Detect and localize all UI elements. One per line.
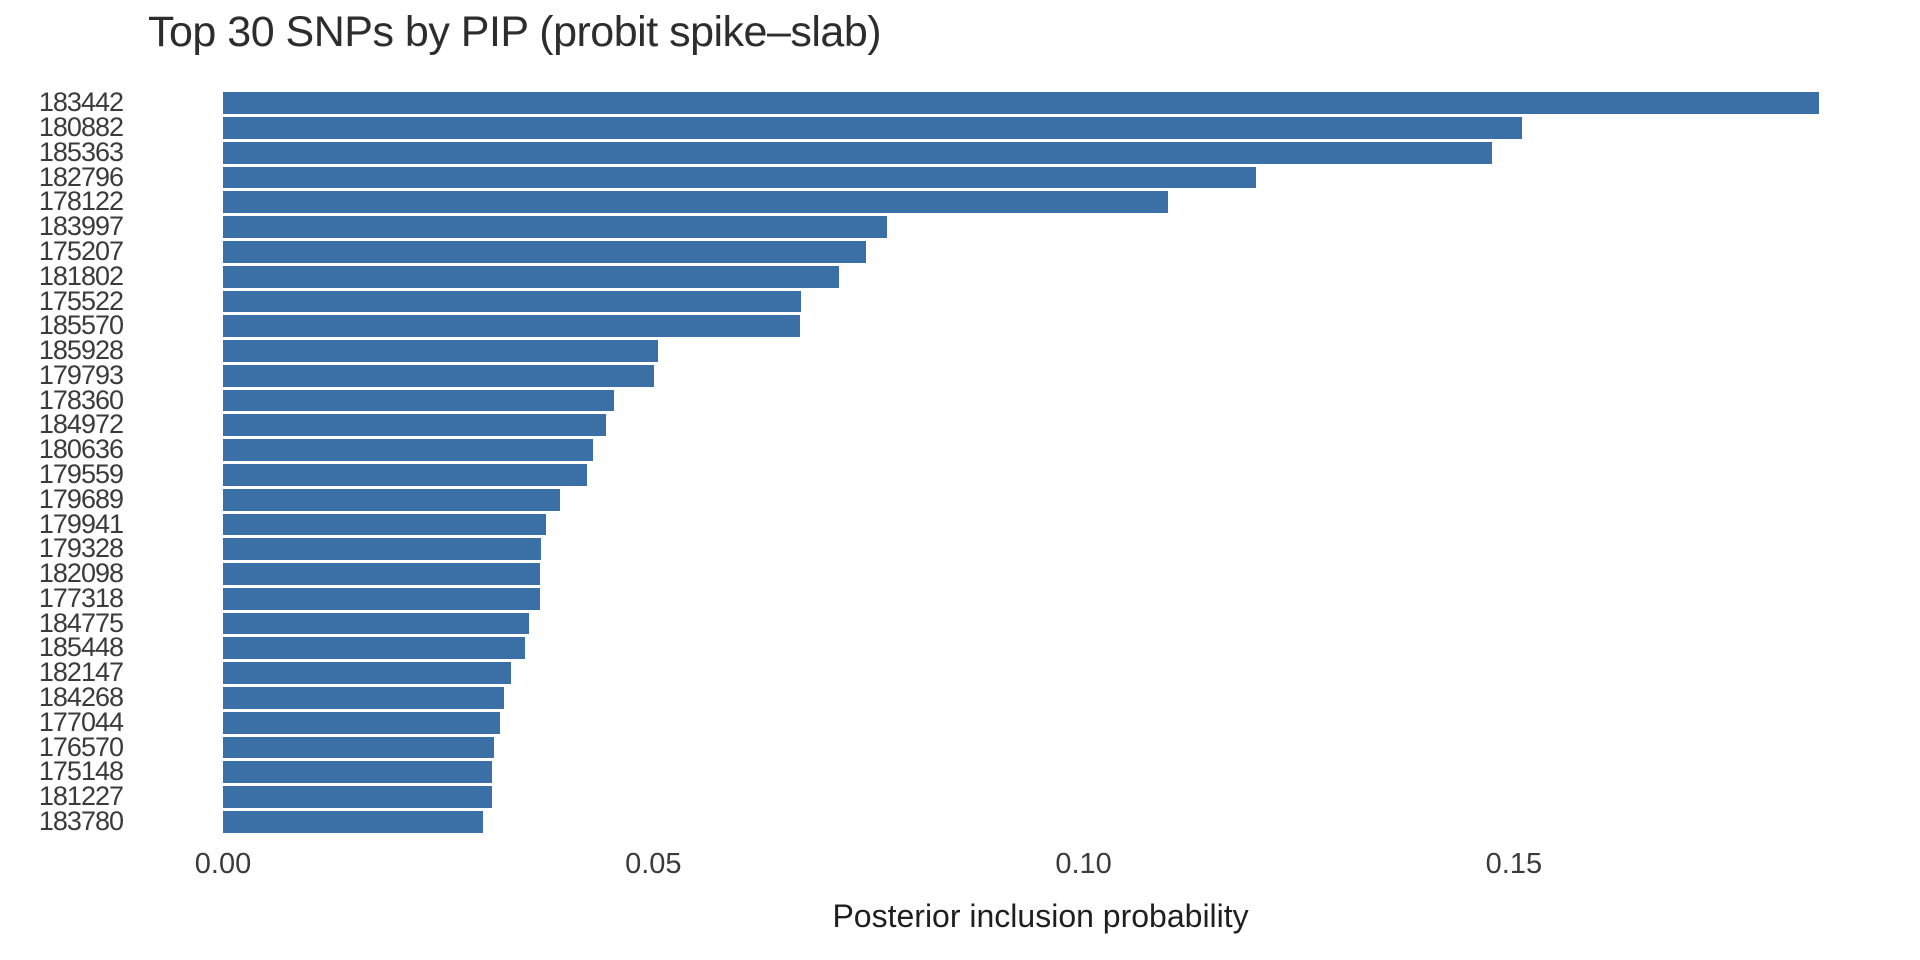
bar	[223, 265, 840, 288]
y-tick-label: 177318	[38, 582, 124, 613]
bar	[223, 240, 866, 263]
y-tick-label: 183780	[38, 805, 124, 836]
bar	[223, 538, 541, 561]
bar-row	[223, 587, 540, 610]
bar	[223, 414, 606, 437]
bar	[223, 786, 492, 808]
y-tick-label: 176570	[38, 731, 124, 762]
bar-row	[223, 191, 1168, 214]
bar	[223, 488, 561, 511]
x-tick-label: 0.00	[194, 848, 252, 880]
y-tick-label: 179559	[38, 459, 124, 489]
bar-row	[223, 464, 588, 486]
bar-row	[223, 563, 540, 585]
bar-row	[223, 711, 501, 734]
y-tick-label: 177044	[38, 706, 124, 737]
bar-row	[223, 216, 888, 238]
bar	[223, 439, 594, 462]
y-tick-label: 185363	[38, 136, 124, 167]
y-tick-label: 178122	[38, 186, 124, 217]
y-tick-label: 185448	[38, 632, 124, 663]
bar	[223, 736, 495, 759]
bar-row	[223, 315, 800, 338]
bar-row	[223, 117, 1522, 139]
y-tick-label: 179328	[38, 533, 124, 564]
bar	[223, 563, 540, 585]
bar-row	[223, 538, 541, 561]
y-tick-label: 184775	[38, 607, 124, 638]
x-axis-title: Posterior inclusion probability	[832, 898, 1249, 934]
bar-row	[223, 786, 492, 808]
bar-row	[223, 488, 561, 511]
bar-row	[223, 340, 658, 362]
bar	[223, 340, 658, 362]
bar-row	[223, 364, 655, 387]
y-tick-label: 184972	[38, 409, 124, 440]
bar-row	[223, 240, 866, 263]
bar	[223, 810, 483, 833]
bar	[223, 587, 540, 610]
chart-title: Top 30 SNPs by PIP (probit spike–slab)	[148, 8, 882, 56]
y-tick-label: 184268	[38, 682, 124, 713]
y-tick-label: 180882	[38, 112, 124, 143]
bar	[223, 191, 1168, 214]
y-tick-label: 175207	[38, 235, 124, 266]
bar	[223, 141, 1492, 164]
y-tick-label: 175522	[38, 285, 124, 316]
y-tick-label: 182147	[38, 657, 124, 688]
bar	[223, 464, 588, 486]
bar-row	[223, 513, 546, 536]
bar-row	[223, 810, 483, 833]
bar-row	[223, 687, 504, 709]
bar-row	[223, 265, 840, 288]
bar-row	[223, 141, 1492, 164]
bar	[223, 315, 800, 338]
bar-row	[223, 439, 594, 462]
bar	[223, 687, 504, 709]
bar	[223, 761, 493, 784]
bar	[223, 711, 501, 734]
y-tick-label: 182796	[38, 161, 124, 192]
y-tick-label: 182098	[38, 558, 124, 589]
bar	[223, 637, 526, 660]
bar	[223, 513, 546, 536]
bar	[223, 117, 1522, 139]
bar-row	[223, 612, 530, 635]
y-tick-label: 180636	[38, 434, 124, 465]
y-tick-label: 179793	[38, 359, 124, 390]
y-tick-label: 183442	[38, 87, 124, 118]
y-tick-label: 185928	[38, 335, 124, 366]
y-tick-label: 179941	[38, 508, 124, 539]
bar	[223, 92, 1819, 115]
bar-row	[223, 92, 1819, 115]
bar	[223, 216, 888, 238]
bar	[223, 662, 512, 685]
x-tick-label: 0.05	[625, 848, 682, 880]
bar-row	[223, 662, 512, 685]
y-tick-label: 181227	[38, 781, 124, 812]
bar-row	[223, 414, 606, 437]
y-tick-label: 181802	[38, 260, 124, 291]
y-tick-label: 185570	[38, 310, 124, 341]
bar	[223, 612, 530, 635]
y-tick-label: 175148	[38, 756, 124, 787]
x-tick-label: 0.10	[1055, 848, 1112, 880]
bar	[223, 166, 1256, 189]
bar	[223, 290, 802, 313]
x-tick-label: 0.15	[1485, 848, 1543, 880]
bar-row	[223, 166, 1256, 189]
y-tick-label: 178360	[38, 384, 124, 415]
bar-row	[223, 761, 493, 784]
bar	[223, 389, 614, 412]
bar-row	[223, 736, 495, 759]
bar-row	[223, 637, 526, 660]
y-tick-label: 183997	[38, 211, 124, 242]
bar-row	[223, 389, 614, 412]
bar-row	[223, 290, 802, 313]
y-tick-label: 179689	[38, 483, 124, 514]
bar	[223, 364, 655, 387]
